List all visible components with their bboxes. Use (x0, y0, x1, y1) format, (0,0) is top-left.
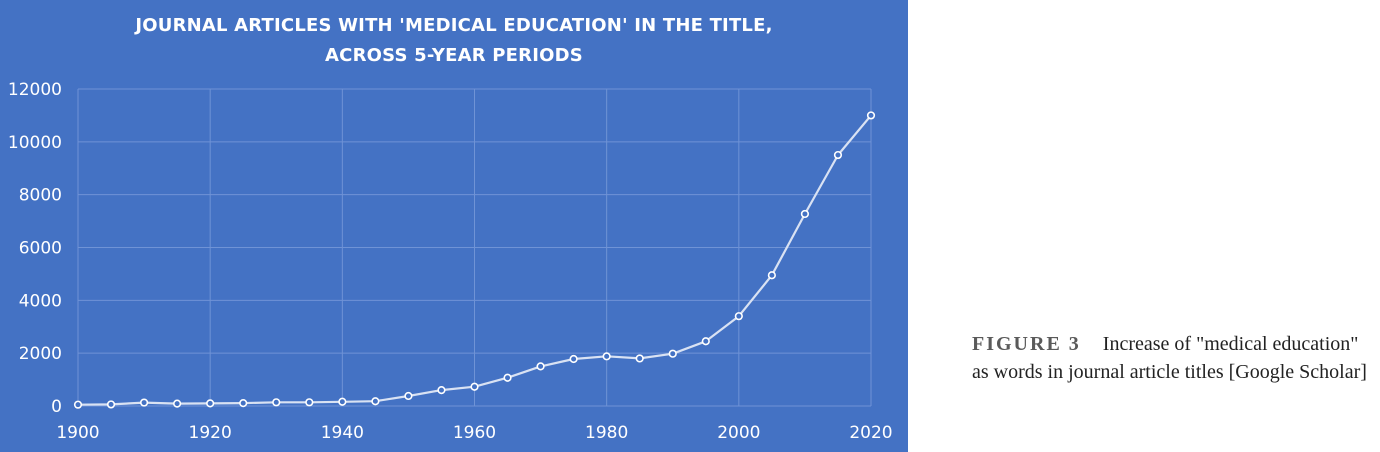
data-point (800, 209, 810, 219)
x-tick-label: 1980 (585, 423, 628, 443)
data-point (635, 354, 644, 363)
data-point (371, 397, 380, 406)
data-point (73, 400, 83, 409)
data-point (404, 391, 413, 401)
chart-panel: JOURNAL ARTICLES WITH 'MEDICAL EDUCATION… (0, 0, 908, 452)
data-point (734, 312, 743, 321)
data-point (206, 399, 215, 408)
data-point (272, 398, 281, 407)
y-tick-label: 12000 (8, 80, 62, 100)
chart-title-line-2: ACROSS 5-YEAR PERIODS (325, 45, 583, 66)
x-tick-label: 2020 (849, 423, 892, 443)
y-tick-label: 2000 (19, 344, 62, 364)
x-tick-label: 1960 (453, 423, 496, 443)
data-point (536, 362, 545, 371)
figure-caption-text: Increase of "medical education" as words… (972, 333, 1367, 383)
x-tick-label: 1920 (189, 423, 232, 443)
y-tick-label: 0 (51, 397, 62, 417)
data-point (470, 382, 479, 391)
figure-caption: FIGURE 3 Increase of "medical education" … (972, 330, 1372, 386)
data-point (437, 386, 446, 395)
data-point (503, 373, 512, 382)
y-tick-label: 6000 (19, 239, 62, 259)
data-point (139, 398, 149, 407)
figure-label: FIGURE 3 (972, 333, 1081, 355)
line-chart: 0 2000 4000 6000 8000 10000 12000 1900 1920 1940 1… (8, 80, 893, 443)
data-point (569, 354, 578, 364)
data-point (338, 397, 347, 406)
data-point (106, 400, 116, 409)
x-tick-label: 1940 (321, 423, 364, 443)
data-point (173, 399, 182, 408)
data-point (602, 352, 611, 361)
data-point (833, 150, 843, 160)
x-tick-label: 1900 (56, 423, 99, 443)
chart-title-line-1: JOURNAL ARTICLES WITH 'MEDICAL EDUCATION… (135, 15, 773, 36)
data-point (866, 111, 876, 120)
y-tick-label: 8000 (19, 186, 62, 206)
data-point (305, 398, 314, 407)
data-point (239, 398, 248, 408)
data-point (668, 349, 677, 358)
data-point (767, 271, 776, 280)
y-tick-label: 10000 (8, 133, 62, 153)
x-tick-label: 2000 (717, 423, 760, 443)
data-point (701, 337, 710, 346)
y-tick-label: 4000 (19, 291, 62, 311)
